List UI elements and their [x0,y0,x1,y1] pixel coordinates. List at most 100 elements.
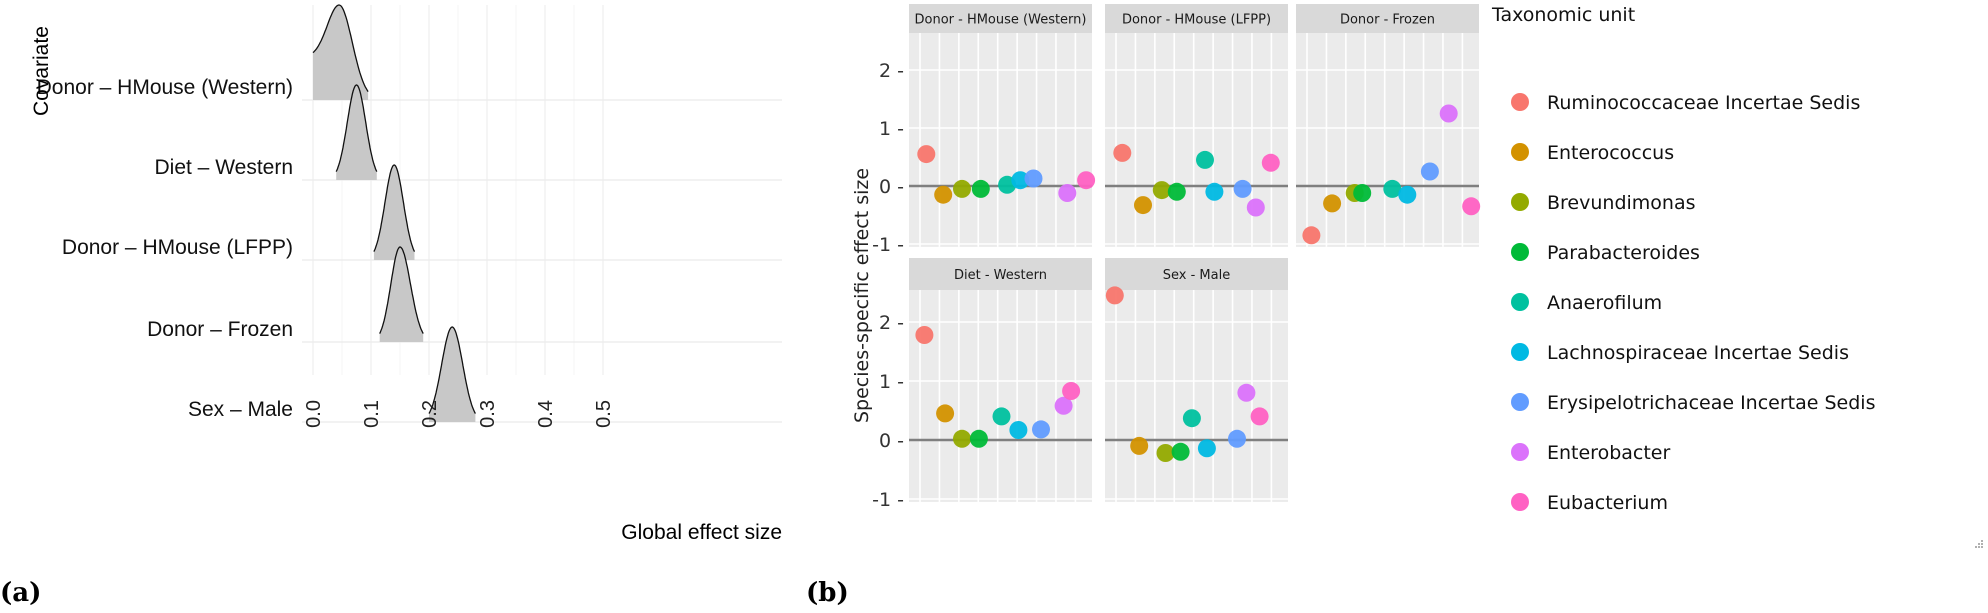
y-tick-label: 1 - [879,371,904,393]
facet-background [909,33,1092,247]
legend-title: Taxonomic unit [1491,4,1635,26]
ridge-outline [312,4,369,92]
data-point [1261,153,1280,172]
y-tick-label: 1 - [879,118,904,140]
y-tick-label: -1 - [872,489,904,511]
data-point [1167,182,1186,201]
data-point [1105,286,1124,305]
data-point [915,326,934,344]
legend-label: Lachnospiraceae Incertae Sedis [1547,342,1849,364]
data-point [1054,396,1073,415]
data-point [1152,181,1171,200]
y-tick-label: Sex – Male [188,398,293,421]
y-tick-label: Donor – HMouse (LFPP) [62,236,293,259]
data-point [1171,442,1190,461]
data-point [1182,409,1201,428]
legend-swatch [1511,243,1529,261]
data-point [1024,169,1043,188]
y-axis-title: Species-specific effect size [851,168,873,423]
data-point [1237,383,1256,402]
facet-title: Donor - Frozen [1340,13,1435,28]
data-point [1302,226,1321,245]
data-point [1196,150,1214,169]
ridges [312,4,476,422]
data-point [1197,439,1216,458]
legend-label: Enterobacter [1547,442,1670,464]
legend-swatch [1511,93,1529,111]
data-point [1383,179,1402,198]
data-point [1077,171,1096,190]
data-point [1420,162,1439,181]
data-point [953,429,971,448]
data-point [1250,407,1269,426]
facets: Donor - HMouse (Western) Donor - HMouse (… [909,4,1481,502]
ridge-fill [313,5,369,100]
data-point [1233,179,1252,198]
y-tick-label: 0 - [879,176,904,198]
resize-grip-icon [1975,540,1983,548]
facet-strip [1105,258,1288,290]
x-tick-label: 0.4 [535,400,557,428]
ridge-outline [335,84,378,172]
x-tick-label: 0.1 [361,400,383,428]
data-point [1130,436,1149,455]
legend: Taxonomic unit Ruminococcaceae Incertae … [1491,4,1875,514]
data-point [917,145,936,164]
ridgeline-chart: Donor – HMouse (Western) Diet – Western Do… [0,4,782,608]
x-tick-labels: 0.0 0.1 0.2 0.3 0.4 0.5 [303,400,615,428]
facet-panel: Donor - Frozen [1296,4,1481,247]
legend-swatch [1511,393,1529,411]
y-tick-label: -1 - [872,234,904,256]
y-tick-labels: Donor – HMouse (Western) Diet – Western Do… [37,76,293,421]
legend-swatch [1511,443,1529,461]
facet-panel: Donor - HMouse (Western) [909,4,1096,247]
facet-title: Donor - HMouse (Western) [914,13,1086,28]
ridge-fill [373,165,415,260]
grid [302,5,782,423]
data-point [1156,444,1175,462]
panel-label-a: (a) [0,578,41,608]
y-tick-label: 2 - [879,312,904,334]
legend-label: Enterococcus [1547,142,1674,164]
facet-strip [1296,4,1479,33]
x-tick-label: 0.0 [303,400,325,428]
faceted-scatter-chart: Donor - HMouse (Western) Donor - HMouse (… [806,4,1983,608]
legend-label: Brevundimonas [1547,192,1696,214]
data-point [1062,382,1081,400]
y-tick-label: 0 - [879,430,904,452]
data-point [1246,198,1265,217]
data-point [1032,420,1050,439]
data-point [1228,429,1246,448]
legend-swatch [1511,193,1529,211]
data-point [971,179,990,198]
legend-swatch [1511,493,1529,511]
ridge-fill [429,327,476,422]
legend-swatch [1511,293,1529,311]
facet-strip [909,258,1092,290]
facet-panel: Sex - Male [1105,258,1288,502]
data-point [1462,197,1481,216]
x-axis-title: Global effect size [621,521,782,544]
facet-title: Diet - Western [954,268,1047,283]
data-point [1009,421,1028,439]
data-point [1205,182,1224,201]
legend-label: Anaerofilum [1547,292,1662,314]
data-point [1011,171,1030,190]
data-point [1058,184,1077,202]
facet-title: Sex - Male [1163,268,1230,283]
facet-title: Donor - HMouse (LFPP) [1122,13,1271,28]
y-tick-label: Donor – HMouse (Western) [37,76,293,99]
facet-panel: Diet - Western [909,258,1092,502]
data-point [969,429,988,448]
data-point [953,179,971,198]
x-tick-label: 0.2 [419,400,441,428]
x-tick-label: 0.3 [477,400,499,428]
legend-swatch [1511,343,1529,361]
legend-label: Ruminococcaceae Incertae Sedis [1547,92,1860,114]
legend-label: Erysipelotrichaceae Incertae Sedis [1547,392,1875,414]
ridge-outline [428,326,476,414]
y-tick-label: Diet – Western [155,156,294,179]
panel-label-b: (b) [806,578,849,608]
facet-strip [909,4,1092,33]
